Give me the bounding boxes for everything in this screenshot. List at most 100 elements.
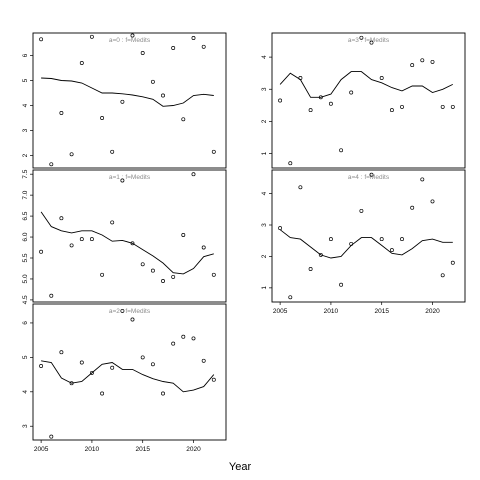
data-point (308, 108, 313, 113)
data-point (140, 262, 145, 267)
panel-label: a=4 : f=Medits (348, 174, 390, 181)
data-point (359, 35, 364, 40)
data-point (318, 252, 323, 257)
data-point (161, 391, 165, 396)
y-tick-label: 4 (261, 191, 268, 195)
y-tick-label: 6 (22, 53, 29, 57)
y-tick-label: 4.5 (22, 295, 29, 304)
data-point (440, 273, 445, 278)
data-point (49, 162, 54, 167)
data-point (420, 58, 425, 63)
x-axis-title: Year (229, 461, 252, 473)
y-tick-label: 6.5 (22, 211, 29, 220)
panel-label: a=1 : f=Medits (109, 174, 151, 181)
data-point (181, 334, 186, 339)
data-point (201, 44, 206, 49)
data-point (140, 355, 145, 360)
data-point (440, 104, 445, 109)
panel-frame (271, 32, 466, 169)
y-tick-label: 5 (22, 355, 29, 359)
x-tick-label: 2015 (135, 446, 150, 453)
data-point (328, 237, 333, 242)
fit-line (41, 77, 214, 107)
data-point (39, 37, 44, 42)
y-tick-label: 4 (22, 103, 29, 107)
data-point (450, 260, 455, 265)
data-point (100, 272, 105, 277)
data-point (288, 161, 293, 166)
y-tick-label: 5 (22, 78, 29, 82)
panel-label: a=0 : f=Medits (109, 37, 151, 44)
y-tick-label: 1 (261, 286, 268, 290)
y-tick-label: 3 (261, 87, 268, 91)
data-point (161, 279, 165, 283)
data-point (39, 364, 44, 368)
panel-frame (271, 169, 466, 303)
data-point (49, 434, 54, 439)
data-point (39, 249, 44, 254)
y-tick-label: 5.0 (22, 274, 29, 283)
data-point (400, 104, 404, 109)
panel-1: a=1 : f=Medits 4.5 5.0 5.5 6.0 6.5 7.0 7.5 (22, 169, 227, 304)
data-point (288, 295, 293, 300)
panel-label: a=3 : f=Medits (348, 37, 390, 44)
fit-line (279, 71, 453, 98)
data-point (89, 34, 94, 39)
x-tick-label: 2005 (273, 308, 288, 315)
data-point (191, 36, 196, 40)
fit-line (40, 211, 214, 275)
data-point (79, 360, 84, 365)
panel-0: a=0 : f=Medits 2 3 4 5 6 (22, 32, 227, 169)
data-point (298, 76, 303, 80)
data-point (140, 51, 145, 55)
y-tick-label: 2 (261, 119, 268, 123)
fit-line (279, 229, 453, 259)
y-tick-label: 3 (22, 424, 29, 428)
data-point (59, 111, 64, 115)
data-point (450, 104, 455, 109)
data-point (130, 241, 135, 246)
data-point (130, 317, 135, 322)
data-point (328, 101, 333, 106)
data-point (171, 46, 176, 50)
data-point (430, 199, 435, 204)
data-point (120, 178, 125, 183)
y-tick-label: 4 (261, 55, 268, 59)
data-point (278, 98, 283, 103)
data-point (110, 149, 115, 154)
data-point (89, 370, 94, 375)
data-point (211, 377, 216, 382)
data-point (359, 208, 364, 213)
data-point (308, 267, 313, 271)
data-point (379, 237, 384, 242)
data-point (100, 116, 105, 120)
x-tick-label: 2005 (34, 446, 49, 453)
data-point (211, 149, 216, 154)
panel-2: a=2 : f=Medits 3 4 5 6 2005 2010 2015 2020 (22, 303, 227, 453)
x-tick-label: 2015 (374, 308, 389, 315)
panel-4: a=4 : f=Medits 1 2 3 4 2005 2010 2015 2020 (261, 169, 466, 315)
data-point (298, 185, 303, 190)
x-tick-label: 2020 (186, 446, 201, 453)
data-point (120, 308, 125, 313)
data-point (59, 350, 64, 355)
data-point (171, 341, 176, 346)
y-tick-label: 2 (261, 254, 268, 258)
y-tick-label: 4 (22, 390, 29, 394)
data-point (278, 226, 283, 231)
data-point (49, 293, 54, 298)
data-point (339, 148, 344, 153)
data-point (120, 99, 125, 104)
data-point (130, 33, 135, 38)
x-tick-label: 2010 (85, 446, 100, 453)
data-point (400, 237, 404, 242)
data-point (410, 205, 415, 210)
data-point (110, 365, 115, 370)
data-point (420, 177, 425, 182)
data-point (201, 358, 206, 363)
panel-frame (32, 32, 227, 169)
data-point (191, 172, 196, 177)
data-point (369, 40, 374, 45)
data-point (430, 59, 435, 64)
